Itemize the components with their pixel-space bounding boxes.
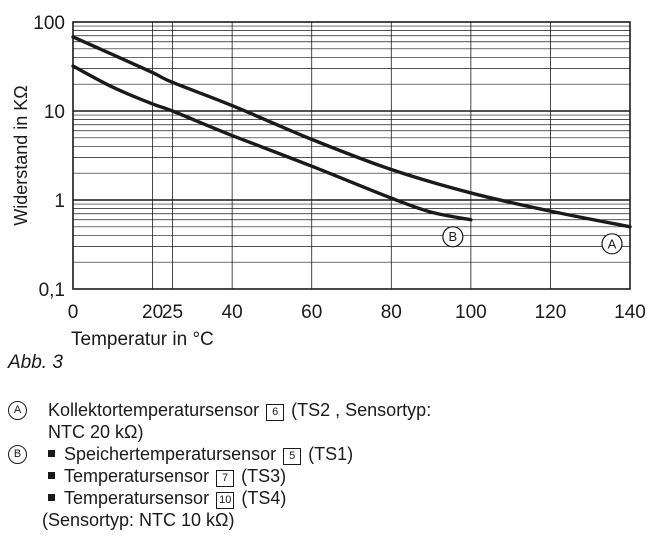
bullet-icon <box>48 472 55 480</box>
legend-a-line2: NTC 20 kΩ) <box>48 422 144 442</box>
y-tick-label: 0,1 <box>39 280 65 301</box>
legend-b-note-row: (Sensortyp: NTC 10 kΩ) <box>0 509 431 531</box>
legend-item-a: A Kollektortemperatursensor 6 (TS2 , Sen… <box>8 399 431 443</box>
ref-box: 6 <box>266 404 285 421</box>
marker-b-icon: B <box>8 445 27 464</box>
legend-b-text: Speichertemperatursensor <box>64 444 277 464</box>
x-tick-label: 20 <box>142 302 163 323</box>
ref-box: 10 <box>216 492 235 509</box>
x-axis-label: Temperatur in °C <box>71 329 214 350</box>
series-b-marker-icon: B <box>442 226 464 248</box>
series-marker-label: B <box>449 229 458 244</box>
series-a-marker-icon: A <box>601 233 623 255</box>
y-tick-label: 1 <box>54 191 65 212</box>
series-a-line <box>71 35 632 229</box>
legend-b-text: Temperatursensor <box>64 488 210 508</box>
chart-grid <box>73 22 630 289</box>
legend: A Kollektortemperatursensor 6 (TS2 , Sen… <box>8 399 431 531</box>
legend-b-suffix: (TS1) <box>308 444 354 464</box>
series-b-line <box>71 64 473 222</box>
series-marker-label: A <box>608 236 617 251</box>
y-axis-label: Widerstand in KΩ <box>11 85 31 226</box>
legend-b-suffix: (TS4) <box>241 488 287 508</box>
legend-b-suffix: (TS3) <box>241 466 287 486</box>
legend-a-suffix: (TS2 , Sensortyp: <box>291 400 432 420</box>
figure-caption: Abb. 3 <box>8 352 63 373</box>
legend-b-line: Speichertemperatursensor 5 (TS1) <box>48 443 431 465</box>
ref-box: 7 <box>216 470 235 487</box>
y-tick-label: 10 <box>44 102 65 123</box>
legend-b-note: (Sensortyp: NTC 10 kΩ) <box>42 510 235 530</box>
x-tick-label: 40 <box>222 302 243 323</box>
ref-box: 5 <box>283 448 302 465</box>
series-marker-circle <box>442 226 464 248</box>
bullet-icon <box>48 494 55 502</box>
legend-b-text: Temperatursensor <box>64 466 210 486</box>
x-tick-label: 60 <box>301 302 322 323</box>
legend-item-b: B Speichertemperatursensor 5 (TS1) Tempe… <box>8 443 431 509</box>
x-tick-label: 100 <box>455 302 487 323</box>
y-axis-ticks: 0,1 1 10 100 <box>33 13 65 301</box>
x-tick-label: 25 <box>162 302 183 323</box>
x-tick-label: 0 <box>68 302 79 323</box>
y-tick-label: 100 <box>33 13 65 34</box>
x-tick-label: 120 <box>535 302 567 323</box>
bullet-icon <box>48 450 55 458</box>
legend-b-line: Temperatursensor 10 (TS4) <box>48 487 431 509</box>
chart-series: AB <box>71 35 632 255</box>
legend-b-line: Temperatursensor 7 (TS3) <box>48 465 431 487</box>
marker-a-icon: A <box>8 401 27 420</box>
x-tick-label: 140 <box>614 302 646 323</box>
legend-a-text: Kollektortemperatursensor <box>48 400 260 420</box>
plot-frame <box>72 21 631 290</box>
x-tick-label: 80 <box>381 302 402 323</box>
series-marker-circle <box>601 233 623 255</box>
